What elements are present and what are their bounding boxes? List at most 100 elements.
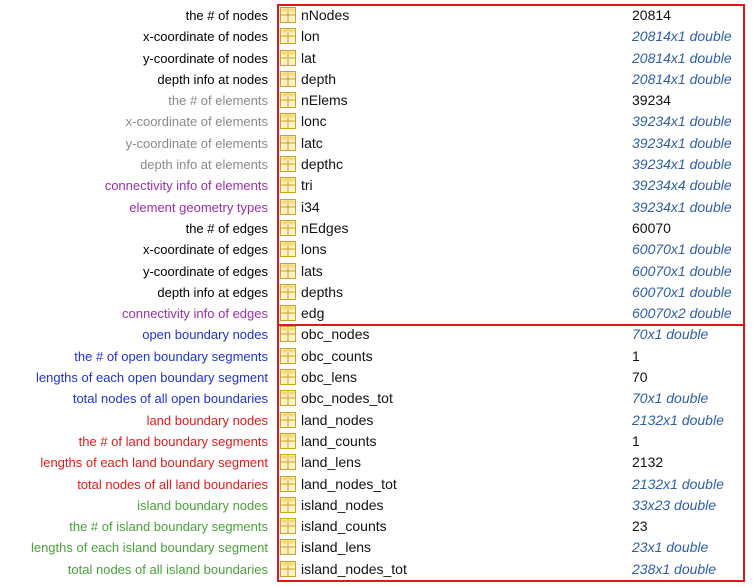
description-label: the # of nodes: [185, 8, 268, 23]
variable-value: 20814x1 double: [632, 28, 732, 45]
variable-value: 20814x1 double: [632, 70, 732, 87]
description-label: land boundary nodes: [146, 412, 268, 428]
description-label: x-coordinate of elements: [125, 114, 268, 130]
boundary-variables-group: [277, 324, 745, 582]
matrix-grid-icon: [280, 496, 296, 513]
description-label: depth info at elements: [140, 157, 268, 173]
variable-value: 2132x1 double: [632, 475, 724, 492]
variable-name: land_nodes: [301, 411, 374, 428]
matrix-grid-icon: [280, 198, 296, 215]
variable-name: depthc: [301, 156, 344, 173]
variable-name: nNodes: [301, 7, 350, 23]
variable-value: 60070x1 double: [632, 262, 732, 279]
matrix-grid-icon: [280, 134, 296, 151]
description-label: x-coordinate of nodes: [142, 29, 268, 45]
description-label: total nodes of all land boundaries: [77, 476, 268, 492]
variable-row[interactable]: depths 60070x1 double: [278, 282, 744, 303]
variable-value: 60070x1 double: [632, 283, 732, 300]
variable-value: 39234x1 double: [632, 156, 732, 173]
description-label: connectivity info of elements: [104, 178, 268, 194]
variable-row[interactable]: island_counts 23: [278, 516, 744, 537]
description-label: y-coordinate of nodes: [142, 50, 268, 66]
variable-row[interactable]: nEdges 60070: [278, 218, 744, 239]
variable-name: depth: [301, 70, 337, 87]
matrix-grid-icon: [280, 7, 296, 23]
description-label: depth info at nodes: [157, 71, 268, 87]
description-label: island boundary nodes: [137, 497, 268, 513]
matrix-grid-icon: [280, 560, 296, 577]
variable-row[interactable]: lats 60070x1 double: [278, 261, 744, 282]
variable-row[interactable]: obc_nodes_tot 70x1 double: [278, 388, 744, 409]
variable-row[interactable]: island_nodes 33x23 double: [278, 495, 744, 516]
variable-row[interactable]: island_lens 23x1 double: [278, 537, 744, 558]
variable-row[interactable]: nElems 39234: [278, 90, 744, 111]
matrix-grid-icon: [280, 177, 296, 194]
variable-name: land_counts: [301, 432, 377, 449]
description-labels: the # of nodes x-coordinate of nodes y-coo…: [0, 5, 268, 580]
variable-row[interactable]: latc 39234x1 double: [278, 133, 744, 154]
variable-row[interactable]: depthc 39234x1 double: [278, 154, 744, 175]
variable-value: 2132: [632, 454, 664, 471]
matrix-grid-icon: [280, 305, 296, 322]
variable-value: 33x23 double: [632, 496, 717, 513]
variable-row[interactable]: obc_lens 70: [278, 367, 744, 388]
variable-name: lats: [301, 262, 323, 279]
variable-row[interactable]: obc_nodes 70x1 double: [278, 324, 744, 345]
description-label: the # of edges: [185, 220, 268, 236]
matrix-grid-icon: [280, 70, 296, 87]
variable-row[interactable]: i34 39234x1 double: [278, 197, 744, 218]
variable-row[interactable]: nNodes 20814: [278, 5, 744, 26]
variable-name: land_lens: [301, 454, 361, 471]
matrix-grid-icon: [280, 92, 296, 109]
description-label: y-coordinate of edges: [142, 263, 268, 279]
matrix-grid-icon: [280, 262, 296, 279]
matrix-grid-icon: [280, 219, 296, 236]
variable-value: 2132x1 double: [632, 411, 724, 428]
variable-row[interactable]: lat 20814x1 double: [278, 48, 744, 69]
description-label: the # of land boundary segments: [78, 433, 268, 449]
variable-row[interactable]: land_nodes 2132x1 double: [278, 410, 744, 431]
variable-value: 60070x1 double: [632, 241, 732, 258]
variable-row[interactable]: lon 20814x1 double: [278, 26, 744, 47]
variable-value: 23: [632, 518, 648, 535]
matrix-grid-icon: [280, 28, 296, 45]
description-label: lengths of each island boundary segment: [30, 540, 268, 556]
variable-value: 39234x1 double: [632, 134, 732, 151]
variable-row[interactable]: land_nodes_tot 2132x1 double: [278, 474, 744, 495]
description-label: lengths of each land boundary segment: [40, 455, 268, 471]
variable-value: 20814x1 double: [632, 49, 732, 66]
variable-row[interactable]: land_counts 1: [278, 431, 744, 452]
variable-value: 39234: [632, 92, 671, 109]
variable-name: obc_nodes: [301, 326, 370, 343]
variable-name: edg: [301, 305, 325, 322]
variable-row[interactable]: lonc 39234x1 double: [278, 111, 744, 132]
matrix-grid-icon: [280, 390, 296, 407]
variable-name: depths: [301, 283, 344, 300]
variable-value: 238x1 double: [632, 560, 717, 577]
variable-value: 70x1 double: [632, 390, 709, 407]
description-label: element geometry types: [129, 199, 268, 215]
description-label: depth info at edges: [157, 284, 268, 300]
variable-value: 23x1 double: [632, 539, 709, 556]
variable-value: 60070: [632, 219, 671, 236]
variable-row[interactable]: island_nodes_tot 238x1 double: [278, 559, 744, 580]
variable-name: obc_counts: [301, 347, 373, 364]
variable-name: tri: [301, 177, 313, 194]
variable-row[interactable]: edg 60070x2 double: [278, 303, 744, 324]
variable-row[interactable]: obc_counts 1: [278, 346, 744, 367]
variable-row[interactable]: lons 60070x1 double: [278, 239, 744, 260]
variable-row[interactable]: depth 20814x1 double: [278, 69, 744, 90]
variable-name: island_nodes_tot: [301, 560, 407, 577]
variable-row[interactable]: land_lens 2132: [278, 452, 744, 473]
variable-value: 39234x1 double: [632, 113, 732, 130]
matrix-grid-icon: [280, 475, 296, 492]
matrix-grid-icon: [280, 113, 296, 130]
variable-name: latc: [301, 134, 323, 151]
description-label: the # of open boundary segments: [74, 348, 268, 364]
matrix-grid-icon: [280, 432, 296, 449]
variable-row[interactable]: tri 39234x4 double: [278, 175, 744, 196]
matrix-grid-icon: [280, 283, 296, 300]
variable-name: nEdges: [301, 219, 349, 236]
variable-name: nElems: [301, 92, 348, 109]
description-label: open boundary nodes: [142, 327, 268, 343]
